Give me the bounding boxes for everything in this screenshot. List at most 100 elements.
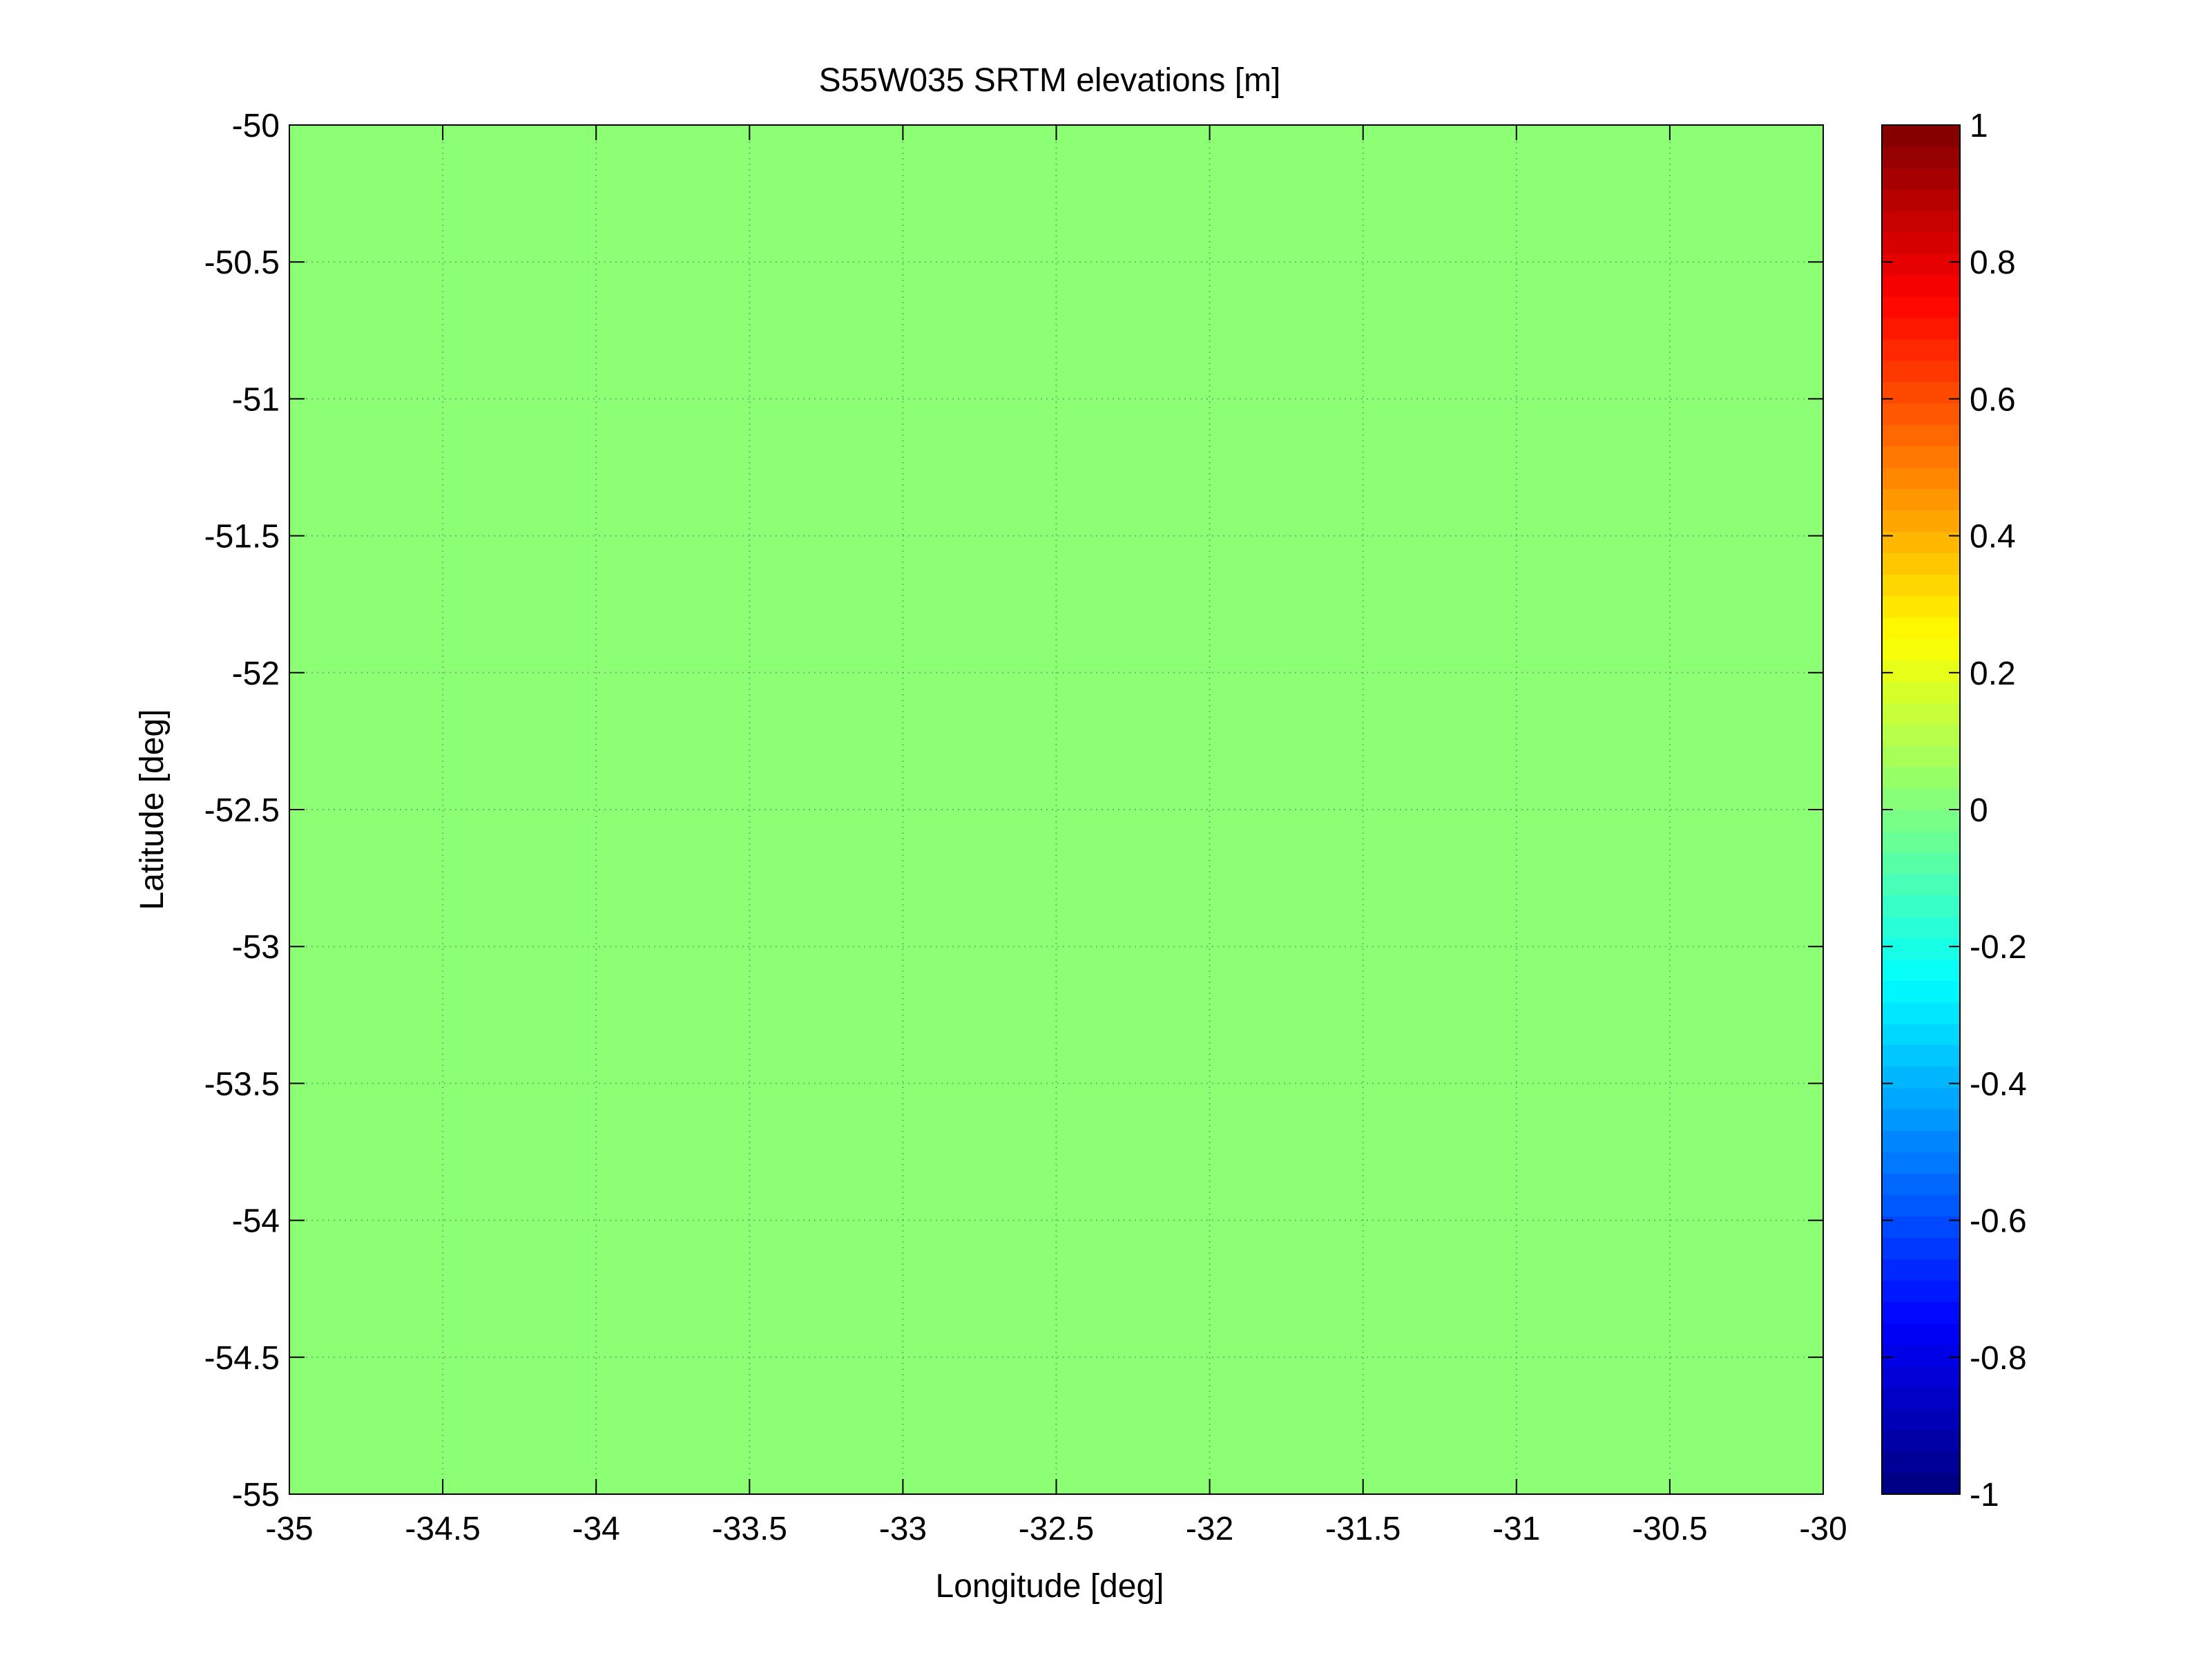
colorbar-tick-label: 0.2: [1970, 656, 2016, 692]
colorbar-band: [1882, 381, 1960, 404]
colorbar-band: [1882, 189, 1960, 211]
colorbar-band: [1882, 852, 1960, 875]
colorbar-band: [1882, 574, 1960, 596]
colorbar-tick-label: 0.4: [1970, 519, 2016, 555]
colorbar-band: [1882, 1173, 1960, 1196]
colorbar-band: [1882, 595, 1960, 618]
colorbar-tick-label: -0.6: [1970, 1203, 2027, 1240]
x-tick-label: -34.5: [405, 1511, 480, 1547]
colorbar-band: [1882, 1301, 1960, 1324]
colorbar-band: [1882, 1066, 1960, 1089]
colorbar-band: [1882, 895, 1960, 917]
colorbar-tick-label: 0.8: [1970, 245, 2016, 281]
colorbar-band: [1882, 1344, 1960, 1366]
colorbar-band: [1882, 617, 1960, 639]
y-tick-label: -54: [232, 1203, 280, 1240]
y-tick-label: -55: [232, 1477, 280, 1513]
x-tick-label: -35: [265, 1511, 313, 1547]
colorbar-tick-label: -0.4: [1970, 1066, 2027, 1102]
colorbar-band: [1882, 638, 1960, 660]
colorbar-band: [1882, 1044, 1960, 1067]
colorbar-band: [1882, 810, 1960, 832]
colorbar-band: [1882, 1237, 1960, 1259]
colorbar-band: [1882, 403, 1960, 426]
colorbar-band: [1882, 210, 1960, 233]
colorbar-band: [1882, 703, 1960, 725]
colorbar-band: [1882, 424, 1960, 447]
colorbar-band: [1882, 1109, 1960, 1131]
heatmap-cell: [289, 125, 1823, 1494]
colorbar-band: [1882, 274, 1960, 297]
x-tick-label: -33.5: [712, 1511, 787, 1547]
x-tick-label: -32.5: [1019, 1511, 1094, 1547]
colorbar-tick-label: 0: [1970, 792, 1988, 829]
colorbar-band: [1882, 873, 1960, 896]
colorbar-band: [1882, 767, 1960, 789]
colorbar-tick-label: 0.6: [1970, 381, 2016, 418]
y-tick-label: -50.5: [204, 245, 280, 281]
colorbar-band: [1882, 1323, 1960, 1345]
colorbar-band: [1882, 167, 1960, 190]
x-tick-label: -32: [1186, 1511, 1233, 1547]
colorbar-band: [1882, 916, 1960, 939]
y-tick-label: -52.5: [204, 792, 280, 829]
colorbar-tick-label: -0.2: [1970, 929, 2027, 966]
colorbar-band: [1882, 1366, 1960, 1388]
colorbar: 1 0.8 0.6 0.4 0.2 0 -0.2 -0.4 -0.6 -0.8 -1: [1881, 108, 2027, 1513]
colorbar-band: [1882, 125, 1960, 147]
x-axis-label: Longitude [deg]: [936, 1568, 1164, 1605]
y-tick-label: -52: [232, 656, 280, 692]
y-tick-label: -54.5: [204, 1340, 280, 1377]
colorbar-band: [1882, 488, 1960, 511]
colorbar-tick-label: -1: [1970, 1477, 1999, 1513]
y-tick-label: -50: [232, 108, 280, 144]
x-tick-label: -33: [879, 1511, 927, 1547]
colorbar-band: [1882, 745, 1960, 767]
colorbar-band: [1882, 1023, 1960, 1046]
colorbar-band: [1882, 980, 1960, 1003]
colorbar-band: [1882, 1387, 1960, 1409]
colorbar-band: [1882, 338, 1960, 361]
colorbar-band: [1882, 317, 1960, 340]
x-tick-label: -30.5: [1632, 1511, 1707, 1547]
x-tick-label: -34: [573, 1511, 620, 1547]
colorbar-band: [1882, 146, 1960, 169]
colorbar-band: [1882, 1002, 1960, 1024]
colorbar-band: [1882, 788, 1960, 810]
plot-area: -35 -34.5 -34 -33.5 -33 -32.5 -32 -31.5 -31 -30.5…: [204, 108, 1847, 1547]
colorbar-band: [1882, 660, 1960, 682]
x-tick-label: -31.5: [1325, 1511, 1401, 1547]
colorbar-band: [1882, 1152, 1960, 1174]
colorbar-band: [1882, 1194, 1960, 1217]
colorbar-band: [1882, 553, 1960, 575]
y-tick-label: -53.5: [204, 1066, 280, 1102]
colorbar-band: [1882, 1451, 1960, 1473]
colorbar-band: [1882, 510, 1960, 533]
y-axis-label: Latitude [deg]: [134, 709, 171, 910]
chart-title: S55W035 SRTM elevations [m]: [819, 62, 1281, 99]
y-tick-label: -51.5: [204, 519, 280, 555]
colorbar-band: [1882, 1430, 1960, 1452]
colorbar-band: [1882, 830, 1960, 853]
y-tick-label: -53: [232, 929, 280, 966]
colorbar-band: [1882, 1408, 1960, 1431]
colorbar-band: [1882, 296, 1960, 318]
colorbar-band: [1882, 1473, 1960, 1495]
x-tick-label: -30: [1799, 1511, 1847, 1547]
colorbar-band: [1882, 1280, 1960, 1302]
y-tick-label: -51: [232, 381, 280, 418]
colorbar-band: [1882, 360, 1960, 383]
colorbar-tick-label: -0.8: [1970, 1340, 2027, 1377]
colorbar-band: [1882, 253, 1960, 276]
colorbar-band: [1882, 1130, 1960, 1153]
colorbar-band: [1882, 1259, 1960, 1281]
colorbar-band: [1882, 1216, 1960, 1238]
colorbar-band: [1882, 446, 1960, 468]
colorbar-band: [1882, 531, 1960, 553]
colorbar-band: [1882, 724, 1960, 746]
colorbar-band: [1882, 1087, 1960, 1110]
colorbar-band: [1882, 959, 1960, 982]
x-tick-label: -31: [1492, 1511, 1540, 1547]
